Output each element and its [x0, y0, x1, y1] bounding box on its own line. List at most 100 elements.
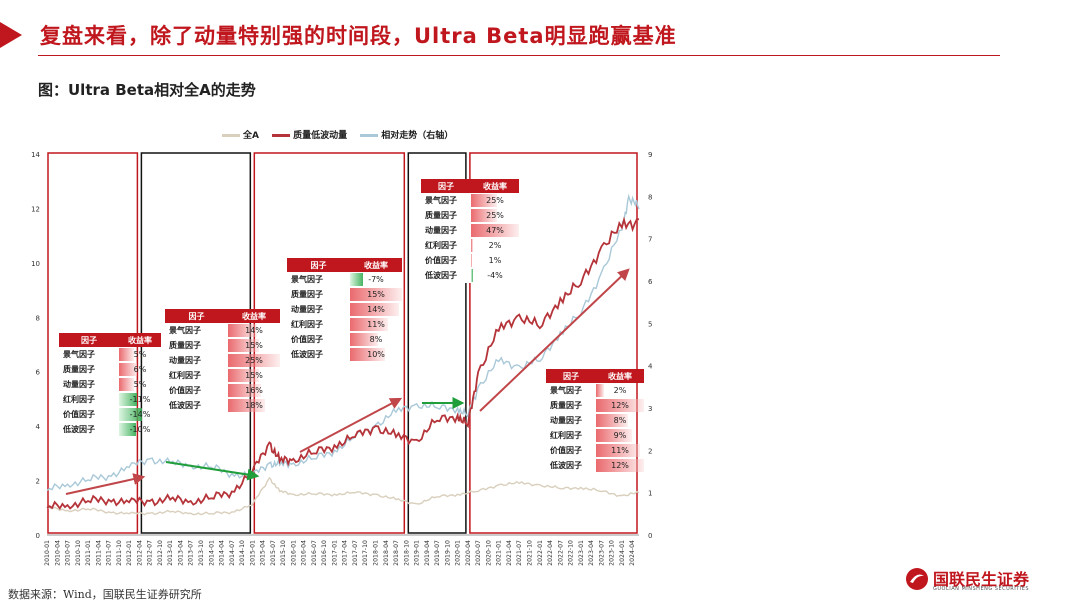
trend-arrow-up	[479, 268, 630, 412]
factor-name: 景气因子	[165, 323, 228, 338]
return-bar	[119, 348, 134, 361]
x-tick-label: 2022-01	[537, 540, 544, 566]
table-row: 红利因子 9%	[546, 428, 644, 443]
factor-name: 动量因子	[59, 377, 119, 392]
legend-item-quality: 质量低波动量	[272, 128, 347, 141]
factor-name: 红利因子	[59, 392, 119, 407]
return-bar	[471, 224, 519, 237]
table-header-factor: 因子	[287, 258, 350, 272]
y-right-tick-label: 7	[648, 236, 652, 244]
factor-return: 15%	[228, 368, 280, 383]
x-tick-label: 2019-10	[444, 540, 451, 566]
table-row: 价值因子 -14%	[59, 407, 161, 422]
return-bar	[350, 348, 385, 361]
table-row: 质量因子 12%	[546, 398, 644, 413]
factor-name: 景气因子	[546, 383, 596, 398]
y-right-tick-label: 8	[648, 193, 652, 201]
return-bar	[119, 423, 136, 436]
table-row: 质量因子 6%	[59, 362, 161, 377]
header-divider	[38, 55, 1000, 56]
table-row: 动量因子 14%	[287, 302, 402, 317]
y-left-tick-label: 4	[36, 423, 41, 431]
trend-arrow-up	[299, 397, 403, 453]
factor-name: 低波因子	[59, 422, 119, 437]
table-row: 质量因子 25%	[421, 208, 519, 223]
return-bar	[119, 363, 137, 376]
x-tick-label: 2013-04	[177, 540, 184, 566]
factor-return: 12%	[596, 398, 644, 413]
x-tick-label: 2015-01	[249, 540, 256, 566]
x-tick-label: 2013-10	[198, 540, 205, 566]
return-bar	[119, 378, 134, 391]
factor-return: 9%	[596, 428, 644, 443]
y-left-tick-label: 0	[36, 532, 40, 540]
factor-return: 2%	[471, 238, 519, 253]
x-tick-label: 2017-04	[342, 540, 349, 566]
x-tick-label: 2013-01	[167, 540, 174, 566]
factor-name: 红利因子	[421, 238, 471, 253]
chart-legend: 全A 质量低波动量 相对走势（右轴）	[222, 128, 463, 141]
factor-name: 质量因子	[59, 362, 119, 377]
factor-return-table: 因子 收益率 景气因子 5% 质量因子 6% 动量因子 5% 红利因子 -11% 价值因子 -14% 低…	[59, 333, 161, 437]
return-bar	[471, 269, 474, 282]
x-tick-label: 2011-04	[95, 540, 102, 566]
table-header-return: 收益率	[228, 309, 280, 323]
x-tick-label: 2018-07	[393, 540, 400, 566]
factor-return: -4%	[471, 268, 519, 283]
factor-name: 动量因子	[421, 223, 471, 238]
table-row: 红利因子 -11%	[59, 392, 161, 407]
x-tick-label: 2020-01	[455, 540, 462, 566]
x-tick-label: 2017-07	[352, 540, 359, 566]
x-tick-label: 2016-01	[290, 540, 297, 566]
slide-title: 复盘来看，除了动量特别强的时间段，Ultra Beta明显跑赢基准	[40, 24, 677, 48]
x-tick-label: 2014-01	[208, 540, 215, 566]
x-tick-label: 2022-04	[547, 540, 554, 566]
x-tick-label: 2019-07	[434, 540, 441, 566]
factor-return: -11%	[119, 392, 161, 407]
header-triangle-icon	[0, 22, 22, 48]
table-row: 动量因子 5%	[59, 377, 161, 392]
factor-name: 红利因子	[546, 428, 596, 443]
return-bar	[350, 303, 399, 316]
x-tick-label: 2018-04	[383, 540, 390, 566]
y-right-tick-label: 2	[648, 447, 652, 455]
factor-return-table: 因子 收益率 景气因子 -7% 质量因子 15% 动量因子 14% 红利因子 11% 价值因子 8% 低…	[287, 258, 402, 362]
x-tick-label: 2011-10	[116, 540, 123, 566]
table-row: 低波因子 -10%	[59, 422, 161, 437]
x-tick-label: 2011-07	[106, 540, 113, 566]
factor-return: 25%	[471, 208, 519, 223]
x-tick-label: 2023-10	[609, 540, 616, 566]
table-row: 动量因子 47%	[421, 223, 519, 238]
factor-name: 低波因子	[287, 347, 350, 362]
period-frame	[407, 152, 467, 534]
factor-return-table: 因子 收益率 景气因子 2% 质量因子 12% 动量因子 8% 红利因子 9% 价值因子 11% 低波因…	[546, 369, 644, 473]
x-tick-label: 2013-07	[188, 540, 195, 566]
x-tick-label: 2012-10	[157, 540, 164, 566]
factor-name: 价值因子	[287, 332, 350, 347]
table-row: 价值因子 11%	[546, 443, 644, 458]
factor-name: 红利因子	[287, 317, 350, 332]
series-line-all-a	[46, 476, 640, 516]
table-row: 景气因子 14%	[165, 323, 280, 338]
y-left-tick-label: 6	[36, 369, 41, 377]
factor-return: 16%	[228, 383, 280, 398]
figure-title: 图：Ultra Beta相对全A的走势	[38, 81, 256, 99]
factor-name: 质量因子	[546, 398, 596, 413]
x-tick-label: 2015-04	[260, 540, 267, 566]
x-tick-label: 2024-01	[619, 540, 626, 566]
factor-return: 15%	[228, 338, 280, 353]
x-tick-label: 2022-07	[557, 540, 564, 566]
x-tick-label: 2017-10	[362, 540, 369, 566]
brand-name-en: GUOLIAN MINSHENG SECURITIES	[933, 586, 1030, 592]
return-bar	[471, 239, 473, 252]
y-right-tick-label: 6	[648, 278, 653, 286]
factor-name: 红利因子	[165, 368, 228, 383]
y-left-tick-label: 14	[31, 151, 40, 159]
x-tick-label: 2014-10	[239, 540, 246, 566]
y-right-tick-label: 1	[648, 490, 652, 498]
table-row: 低波因子 -4%	[421, 268, 519, 283]
return-bar	[596, 444, 640, 457]
factor-return: 14%	[350, 302, 402, 317]
x-tick-label: 2023-01	[578, 540, 585, 566]
